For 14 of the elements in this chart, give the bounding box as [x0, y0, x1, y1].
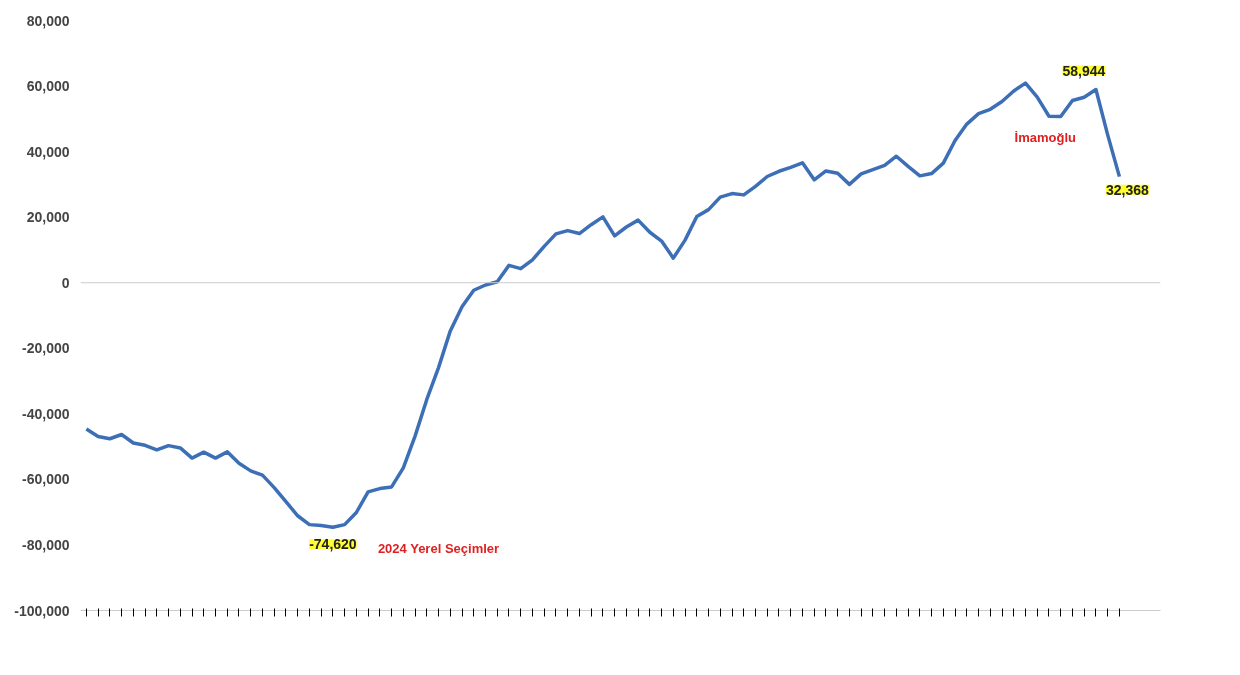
annotation: İmamoğlu — [1014, 129, 1076, 145]
y-tick-label: 20,000 — [26, 209, 70, 226]
annotation: 32,368 — [1106, 181, 1150, 198]
y-tick-label: -20,000 — [22, 340, 70, 357]
y-tick-label: 0 — [61, 274, 70, 291]
y-tick-label: 60,000 — [26, 78, 70, 95]
y-tick-label: -60,000 — [22, 471, 70, 488]
y-tick-label: -100,000 — [14, 602, 70, 619]
y-tick-label: -80,000 — [22, 536, 70, 553]
annotation: -74,620 — [309, 536, 357, 553]
y-tick-label: -40,000 — [22, 405, 70, 422]
annotation: 2024 Yerel Seçimler — [377, 541, 500, 557]
y-tick-label: 80,000 — [26, 12, 70, 29]
y-tick-label: 40,000 — [26, 143, 70, 160]
